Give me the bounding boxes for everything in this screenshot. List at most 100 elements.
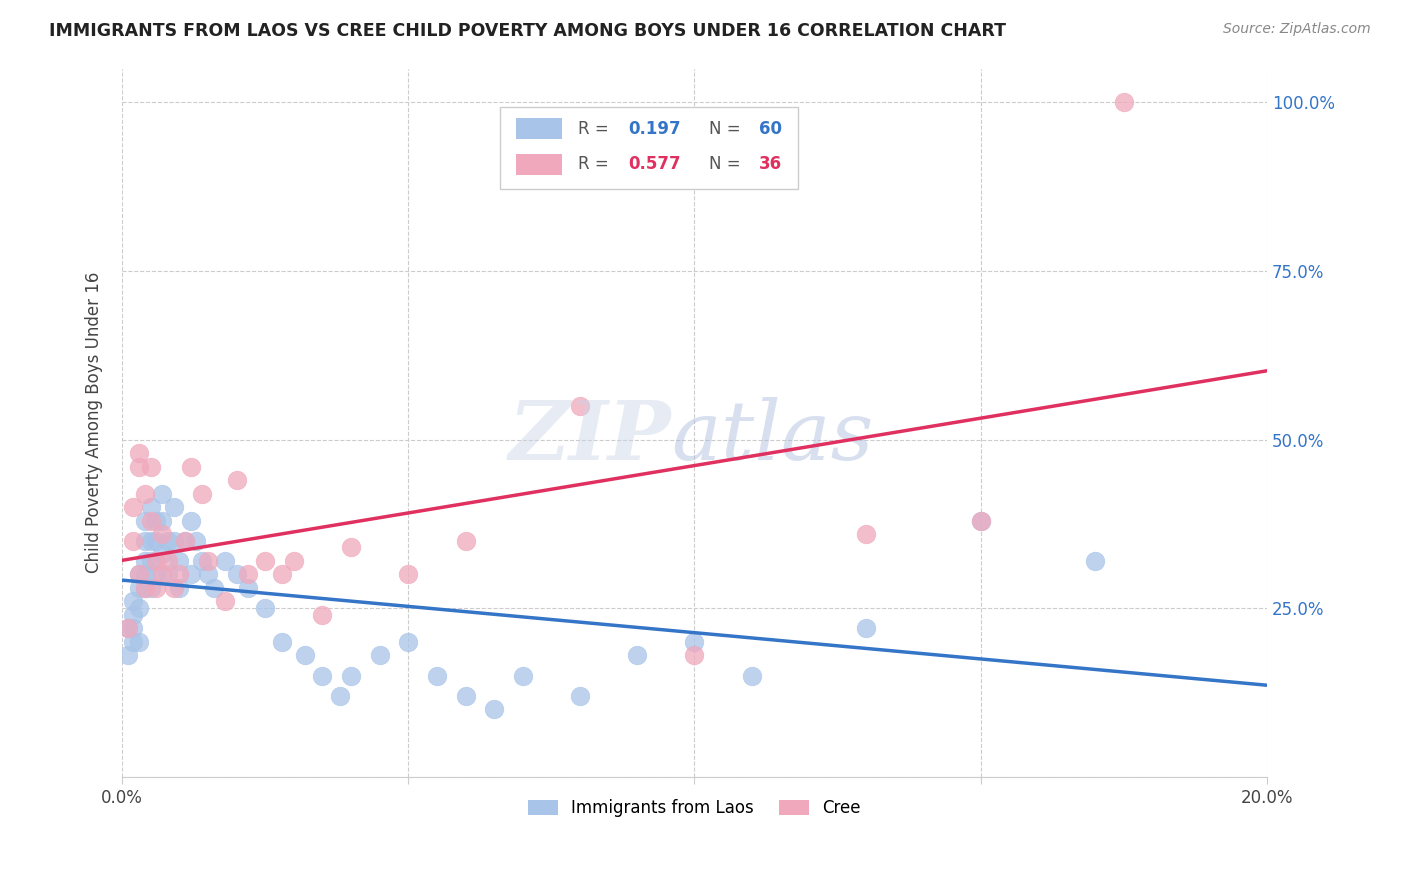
Point (156, 554, 179, 568)
Point (197, 554, 219, 568)
Point (145, 533, 167, 548)
Point (150, 547, 173, 561)
Point (156, 567, 179, 582)
Point (311, 668, 333, 682)
Point (454, 689, 477, 703)
Text: atlas: atlas (672, 397, 875, 477)
Point (191, 486, 214, 500)
Point (128, 581, 150, 595)
Point (162, 533, 184, 548)
Point (139, 581, 162, 595)
Point (396, 567, 419, 582)
Point (454, 533, 477, 548)
Point (225, 567, 247, 582)
Point (169, 581, 191, 595)
Point (1084, 554, 1107, 568)
Text: R =: R = (578, 155, 613, 173)
Point (329, 689, 352, 703)
Point (128, 567, 150, 582)
Point (139, 514, 162, 528)
Point (134, 554, 156, 568)
Point (174, 533, 197, 548)
Point (134, 567, 156, 582)
Text: 36: 36 (759, 155, 782, 173)
Point (214, 554, 236, 568)
Point (128, 446, 150, 460)
Y-axis label: Child Poverty Among Boys Under 16: Child Poverty Among Boys Under 16 (86, 272, 103, 574)
Point (134, 514, 156, 528)
Text: N =: N = (710, 155, 747, 173)
Point (162, 500, 184, 514)
Point (139, 459, 162, 474)
Text: 60: 60 (759, 120, 782, 137)
Text: 0.197: 0.197 (628, 120, 681, 137)
Point (855, 622, 877, 636)
Point (180, 567, 202, 582)
Point (180, 514, 202, 528)
Point (970, 514, 993, 528)
Point (855, 527, 877, 541)
Point (117, 622, 139, 636)
FancyBboxPatch shape (501, 107, 797, 189)
Point (122, 533, 145, 548)
Point (311, 607, 333, 622)
Point (145, 581, 167, 595)
Point (283, 554, 305, 568)
Point (271, 635, 294, 649)
Point (482, 702, 505, 716)
Point (150, 486, 173, 500)
Point (254, 601, 277, 615)
Point (970, 514, 993, 528)
Point (626, 648, 648, 663)
Point (368, 648, 391, 663)
Text: Source: ZipAtlas.com: Source: ZipAtlas.com (1223, 22, 1371, 37)
Point (180, 459, 202, 474)
Point (683, 635, 706, 649)
Point (426, 668, 449, 682)
Text: R =: R = (578, 120, 613, 137)
Text: 0.577: 0.577 (628, 155, 681, 173)
Point (150, 514, 173, 528)
FancyBboxPatch shape (516, 118, 561, 139)
Point (162, 581, 184, 595)
Text: N =: N = (710, 120, 747, 137)
Point (122, 607, 145, 622)
Text: ZIP: ZIP (509, 397, 672, 477)
Point (294, 648, 316, 663)
Point (174, 533, 197, 548)
Point (197, 567, 219, 582)
Point (396, 635, 419, 649)
Text: IMMIGRANTS FROM LAOS VS CREE CHILD POVERTY AMONG BOYS UNDER 16 CORRELATION CHART: IMMIGRANTS FROM LAOS VS CREE CHILD POVER… (49, 22, 1007, 40)
Point (254, 554, 277, 568)
Point (139, 500, 162, 514)
Point (202, 581, 225, 595)
Point (122, 635, 145, 649)
Point (134, 581, 156, 595)
Point (340, 668, 363, 682)
Point (271, 567, 294, 582)
Point (122, 594, 145, 608)
Point (145, 567, 167, 582)
Point (117, 622, 139, 636)
Point (741, 668, 763, 682)
Point (128, 601, 150, 615)
Point (236, 567, 259, 582)
Point (128, 635, 150, 649)
Point (214, 594, 236, 608)
Point (683, 648, 706, 663)
Point (156, 533, 179, 548)
Point (169, 567, 191, 582)
Point (139, 533, 162, 548)
Legend: Immigrants from Laos, Cree: Immigrants from Laos, Cree (520, 790, 869, 825)
Point (128, 459, 150, 474)
Point (340, 541, 363, 555)
Point (134, 533, 156, 548)
Point (150, 527, 173, 541)
Point (236, 581, 259, 595)
Point (139, 554, 162, 568)
Point (186, 533, 208, 548)
Point (128, 567, 150, 582)
Point (134, 581, 156, 595)
Point (1112, 95, 1135, 110)
Point (512, 668, 534, 682)
